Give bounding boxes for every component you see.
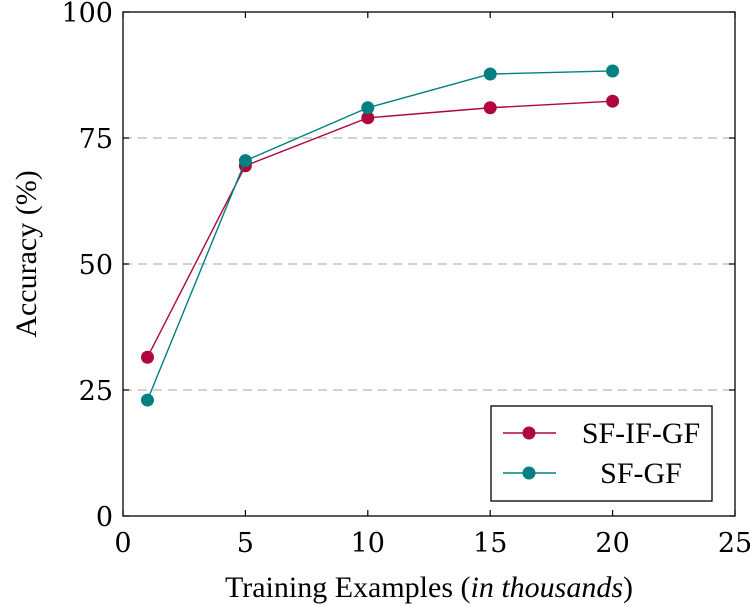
y-tick-label-0: 0 (96, 502, 113, 533)
x-tick-label-10: 10 (351, 528, 385, 559)
x-tick-label-5: 5 (237, 528, 254, 559)
data-point-sf-gf-15 (483, 67, 497, 81)
legend-marker-sf-gf (522, 466, 536, 480)
series-layer (140, 64, 620, 407)
series-line-sf-gf (146, 70, 613, 401)
data-point-sf-gf-10 (361, 101, 375, 115)
y-tick-label-75: 75 (79, 124, 113, 155)
x-tick-label-0: 0 (114, 528, 131, 559)
data-point-sf-if-gf-15 (483, 101, 497, 115)
y-axis-label: Accuracy (%) (10, 170, 43, 337)
axis-ticks: 0 5 10 15 20 25 0 25 50 75 100 (61, 0, 750, 559)
y-tick-label-50: 50 (79, 250, 113, 281)
legend-box (490, 405, 713, 502)
data-point-sf-if-gf-20 (606, 94, 620, 108)
x-tick-label-15: 15 (473, 528, 507, 559)
data-point-sf-gf-1 (140, 393, 154, 407)
data-point-sf-gf-20 (606, 64, 620, 78)
data-point-sf-gf-5 (238, 154, 252, 168)
x-tick-label-20: 20 (595, 528, 629, 559)
legend: SF-IF-GF SF-GF (490, 405, 713, 502)
data-point-sf-if-gf-10 (361, 111, 375, 125)
y-tick-label-100: 100 (61, 0, 113, 29)
grid-lines (123, 137, 735, 391)
x-axis-label-italic: in thousands (471, 571, 624, 604)
x-axis-label: Training Examples (in thousands) (225, 571, 633, 604)
x-axis-label-prefix: Training Examples ( (225, 571, 471, 604)
data-point-sf-if-gf-1 (140, 350, 154, 364)
legend-marker-sf-if-gf (522, 426, 536, 440)
x-axis-label-suffix: ) (623, 571, 633, 604)
y-tick-label-25: 25 (79, 376, 113, 407)
legend-label-sf-if-gf: SF-IF-GF (582, 417, 700, 450)
x-tick-label-25: 25 (718, 528, 750, 559)
legend-label-sf-gf: SF-GF (600, 457, 682, 490)
series-sf-if-gf (140, 94, 620, 364)
series-sf-gf (140, 64, 620, 407)
